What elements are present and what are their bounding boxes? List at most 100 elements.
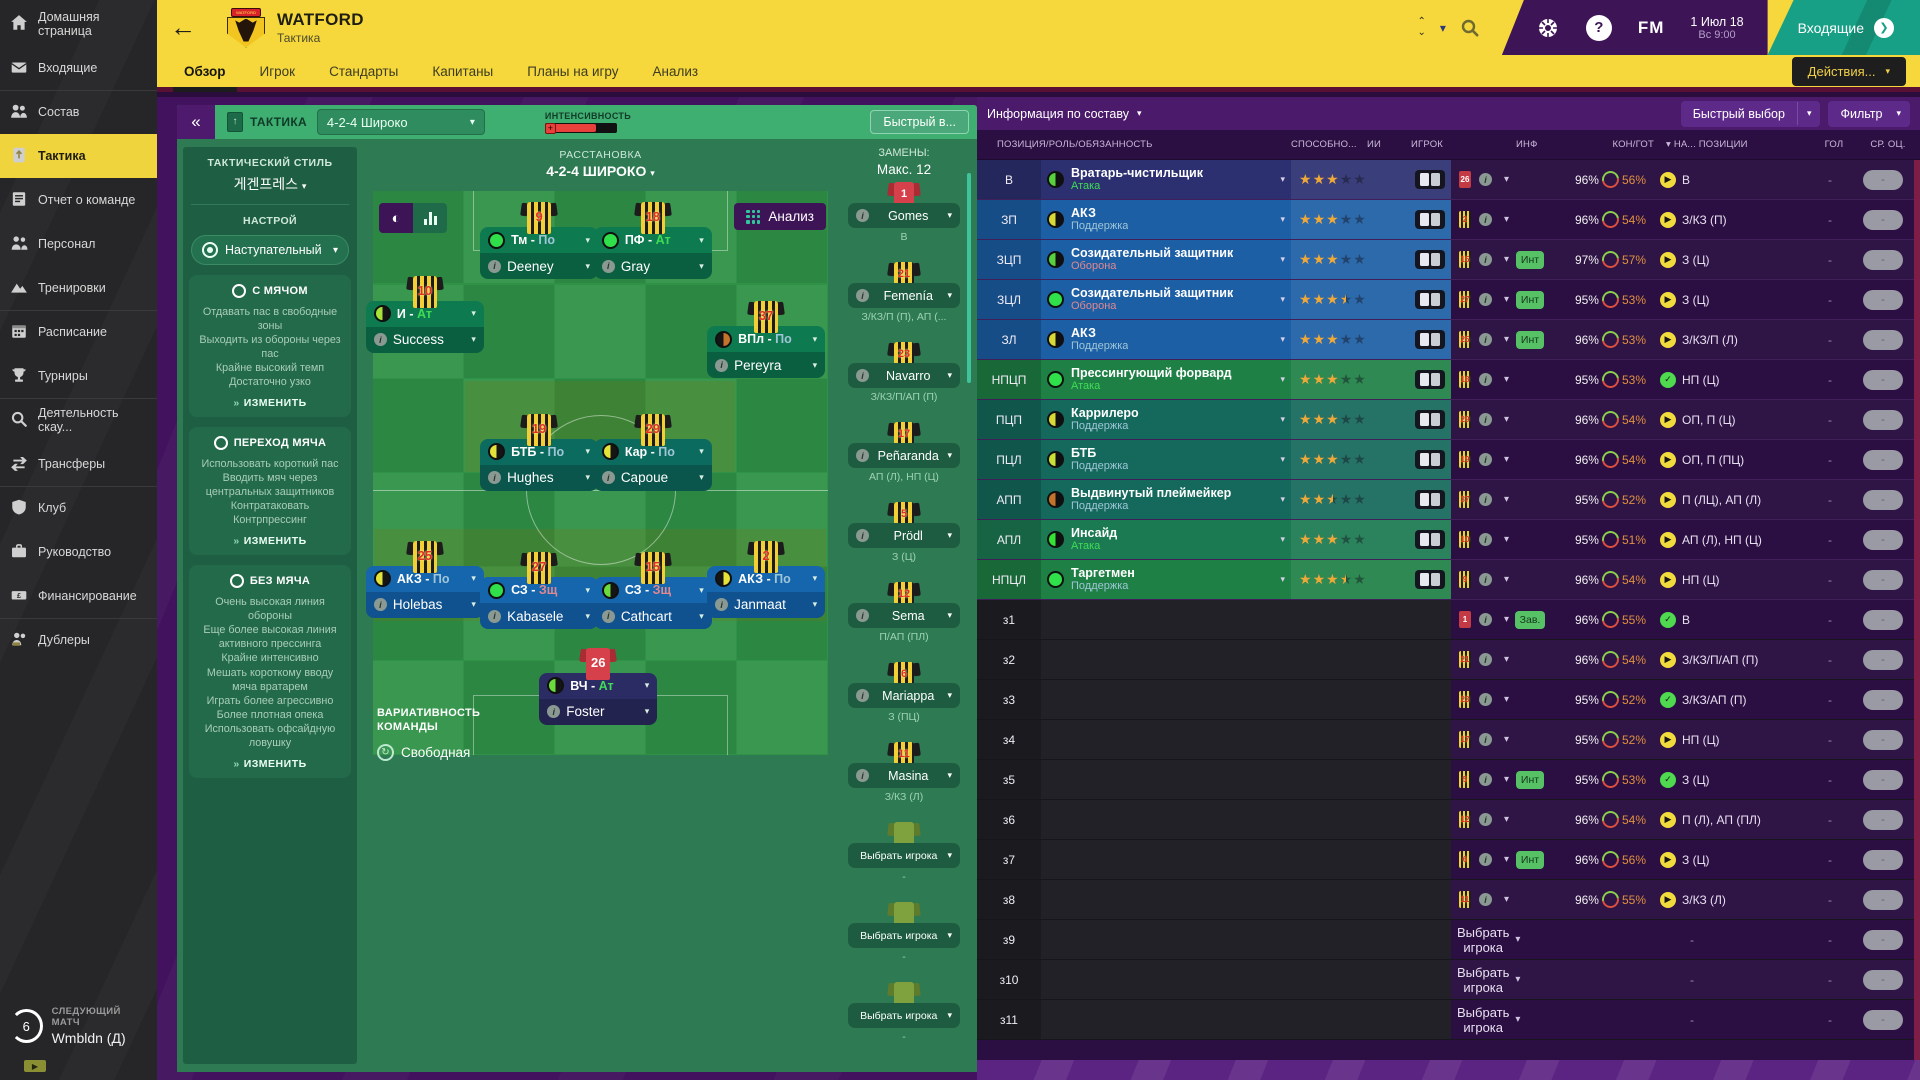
info-icon[interactable]: i	[856, 769, 869, 782]
sidebar-item-money[interactable]: £ Финансирование	[0, 574, 157, 618]
sidebar-item-reserves[interactable]: Дублеры	[0, 618, 157, 662]
quick-pick-pitch-button[interactable]: Быстрый в...	[870, 110, 969, 134]
squad-row-з1[interactable]: з1 1 i Heurelho Gomes ▾ Зав. 96% 55% ✓ В…	[977, 600, 1914, 640]
role-cell[interactable]: АКЗ Поддержка ▾	[1041, 320, 1291, 359]
player-name-dropdown[interactable]: i Cathcart ▾	[593, 603, 712, 630]
comparison-icon[interactable]	[1409, 160, 1451, 199]
tactic-preset-select[interactable]: 4-2-4 Широко ▾	[316, 109, 485, 135]
player-select-dropdown[interactable]: 23 i Marc Navarro ▾	[1451, 680, 1510, 719]
player-select-dropdown[interactable]: 21 i Kiko Femenía ▾	[1451, 640, 1510, 679]
role-cell[interactable]: Созидательный защитник Оборона ▾	[1041, 280, 1291, 319]
squad-row-з3[interactable]: з3 23 i Marc Navarro ▾ 95% 52% ✓ З/КЗ/АП…	[977, 680, 1914, 720]
column-headers[interactable]: ПОЗИЦИЯ/РОЛЬ/ОБЯЗАННОСТЬ СПОСОБНО... ИИ …	[977, 130, 1920, 160]
squad-row-з5[interactable]: з5 5 i Sebastian Prödl ▾ Инт 95% 53% ✓ З…	[977, 760, 1914, 800]
sub-name-dropdown[interactable]: Выбрать игрока ▾	[848, 923, 960, 948]
player-name-dropdown[interactable]: i Success ▾	[365, 326, 484, 353]
sidebar-item-trophy[interactable]: Турниры	[0, 354, 157, 398]
info-icon[interactable]: i	[601, 471, 615, 485]
player-select-dropdown[interactable]: 18 i Andre Gray ▾	[1451, 360, 1510, 399]
sub-name-dropdown[interactable]: Выбрать игрока ▾	[848, 843, 960, 868]
role-cell[interactable]: Созидательный защитник Оборона ▾	[1041, 240, 1291, 279]
sub-name-dropdown[interactable]: i Gomes ▾	[848, 203, 960, 228]
player-select-dropdown[interactable]: 5 i Sebastian Prödl ▾	[1451, 760, 1510, 799]
sidebar-item-search[interactable]: Деятельность скау...	[0, 398, 157, 442]
info-icon[interactable]: i	[1479, 333, 1492, 346]
nav-dropdown-chevron[interactable]: ▾	[1439, 20, 1446, 35]
info-icon[interactable]: i	[1479, 733, 1492, 746]
tab-стандарты[interactable]: Стандарты	[329, 63, 399, 79]
player-select-dropdown[interactable]: 17 i A. Peñaranda ▾	[1451, 720, 1510, 759]
squad-scrollbar[interactable]	[1914, 160, 1920, 1060]
world-icon[interactable]	[1536, 16, 1560, 40]
info-icon[interactable]: i	[1479, 853, 1492, 866]
info-icon[interactable]: i	[856, 689, 869, 702]
intensity-slider[interactable]: +	[544, 122, 617, 134]
player-select-dropdown[interactable]: 12 i Ken Sema ▾	[1451, 800, 1510, 839]
role-cell[interactable]: Вратарь-чистильщик Атака ▾	[1041, 160, 1291, 199]
pitch-player-holebas[interactable]: 25 АКЗ - По ▾ i Holebas ▾	[360, 540, 490, 618]
comparison-icon[interactable]	[1409, 440, 1451, 479]
tab-планы-на-игру[interactable]: Планы на игру	[527, 63, 619, 79]
info-icon[interactable]: i	[488, 609, 502, 623]
sub-name-dropdown[interactable]: i Masina ▾	[848, 763, 960, 788]
actions-button[interactable]: Действия... ▾	[1791, 56, 1906, 86]
comparison-icon[interactable]	[1409, 480, 1451, 519]
help-icon[interactable]: ?	[1585, 14, 1612, 41]
player-name-dropdown[interactable]: i Pereyra ▾	[707, 352, 826, 379]
mentality-select[interactable]: Наступательный ▾	[191, 235, 349, 265]
player-select-dropdown[interactable]: 27 i Christian Kabasele ▾	[1451, 280, 1510, 319]
role-cell[interactable]: АКЗ Поддержка ▾	[1041, 200, 1291, 239]
comparison-icon[interactable]	[1409, 200, 1451, 239]
squad-view-dropdown[interactable]: Информация по составу ▾	[987, 106, 1142, 121]
analysis-button[interactable]: Анализ	[734, 203, 826, 230]
info-icon[interactable]: i	[1479, 373, 1492, 386]
pitch-player-capoue[interactable]: 29 Кар - По ▾ i Capoue ▾	[588, 413, 718, 491]
sidebar-item-schedule[interactable]: Расписание	[0, 310, 157, 354]
info-icon[interactable]: i	[715, 598, 729, 612]
info-icon[interactable]: i	[601, 609, 615, 623]
player-select-dropdown[interactable]: 29 i Etienne Capoue ▾	[1451, 400, 1510, 439]
squad-row-з10[interactable]: з10 Выбрать игрока ▾ - - -	[977, 960, 1914, 1000]
pitch-player-success[interactable]: 10 И - Ат ▾ i Success ▾	[360, 275, 490, 353]
info-icon[interactable]: i	[1479, 173, 1492, 186]
tab-анализ[interactable]: Анализ	[652, 63, 699, 79]
player-select-dropdown[interactable]: 9 i Troy Deeney ▾	[1451, 560, 1510, 599]
player-select-dropdown[interactable]: 19 i Will Hughes ▾	[1451, 440, 1510, 479]
pitch-player-janmaat[interactable]: 2 АКЗ - По ▾ i Janmaat ▾	[701, 540, 831, 618]
role-cell[interactable]: БТБ Поддержка ▾	[1041, 440, 1291, 479]
squad-row-НПЦП[interactable]: НПЦП Прессингующий форвард Атака ▾ ★ ★ ★ ★ ★ …	[977, 360, 1914, 400]
player-name-dropdown[interactable]: i Gray ▾	[593, 253, 712, 280]
squad-row-з4[interactable]: з4 17 i A. Peñaranda ▾ 95% 52% ▶ НП (Ц) …	[977, 720, 1914, 760]
info-icon[interactable]: i	[856, 449, 869, 462]
squad-row-з7[interactable]: з7 6 i Adrian Mariappa ▾ Инт 96% 56% ▶ З…	[977, 840, 1914, 880]
info-icon[interactable]: i	[1479, 693, 1492, 706]
info-icon[interactable]: i	[373, 598, 387, 612]
role-cell[interactable]: Инсайд Атака ▾	[1041, 520, 1291, 559]
squad-row-з11[interactable]: з11 Выбрать игрока ▾ - - -	[977, 1000, 1914, 1040]
sidebar-item-squad[interactable]: Состав	[0, 90, 157, 134]
squad-row-з6[interactable]: з6 12 i Ken Sema ▾ 96% 54% ▶ П (Л), АП (…	[977, 800, 1914, 840]
player-name-dropdown[interactable]: i Hughes ▾	[480, 464, 599, 491]
sidebar-item-shield[interactable]: Клуб	[0, 486, 157, 530]
edit-button[interactable]: » ИЗМЕНИТЬ	[233, 397, 307, 410]
tab-капитаны[interactable]: Капитаны	[432, 63, 494, 79]
collapse-panel-button[interactable]: «	[177, 105, 215, 139]
player-name-dropdown[interactable]: i Janmaat ▾	[707, 591, 826, 618]
search-icon[interactable]	[1460, 18, 1480, 38]
player-role-dropdown[interactable]: Тм - По ▾	[480, 227, 599, 254]
pitch-view-toggle-icon[interactable]: ◐	[379, 203, 413, 233]
pitch-player-gray[interactable]: 18 ПФ - Ат ▾ i Gray ▾	[588, 202, 718, 280]
sub-name-dropdown[interactable]: i Mariappa ▾	[848, 683, 960, 708]
quick-pick-button[interactable]: Быстрый выбор ▾	[1680, 100, 1821, 127]
style-value-dropdown[interactable]: 게겐프레스 ▾	[233, 176, 307, 192]
player-select-dropdown[interactable]: 15 i Craig Cathcart ▾	[1451, 240, 1510, 279]
player-select-dropdown[interactable]: 25 i José Holebas ▾	[1451, 320, 1510, 359]
inbox-button[interactable]: Входящие ❯	[1767, 0, 1920, 55]
pitch-player-foster[interactable]: 26 ВЧ - Ат ▾ i Foster ▾	[533, 647, 663, 725]
player-role-dropdown[interactable]: АКЗ - По ▾	[365, 565, 484, 592]
info-icon[interactable]: i	[1479, 773, 1492, 786]
player-select-dropdown[interactable]: 2 i Daryl Janmaat ▾	[1451, 200, 1510, 239]
